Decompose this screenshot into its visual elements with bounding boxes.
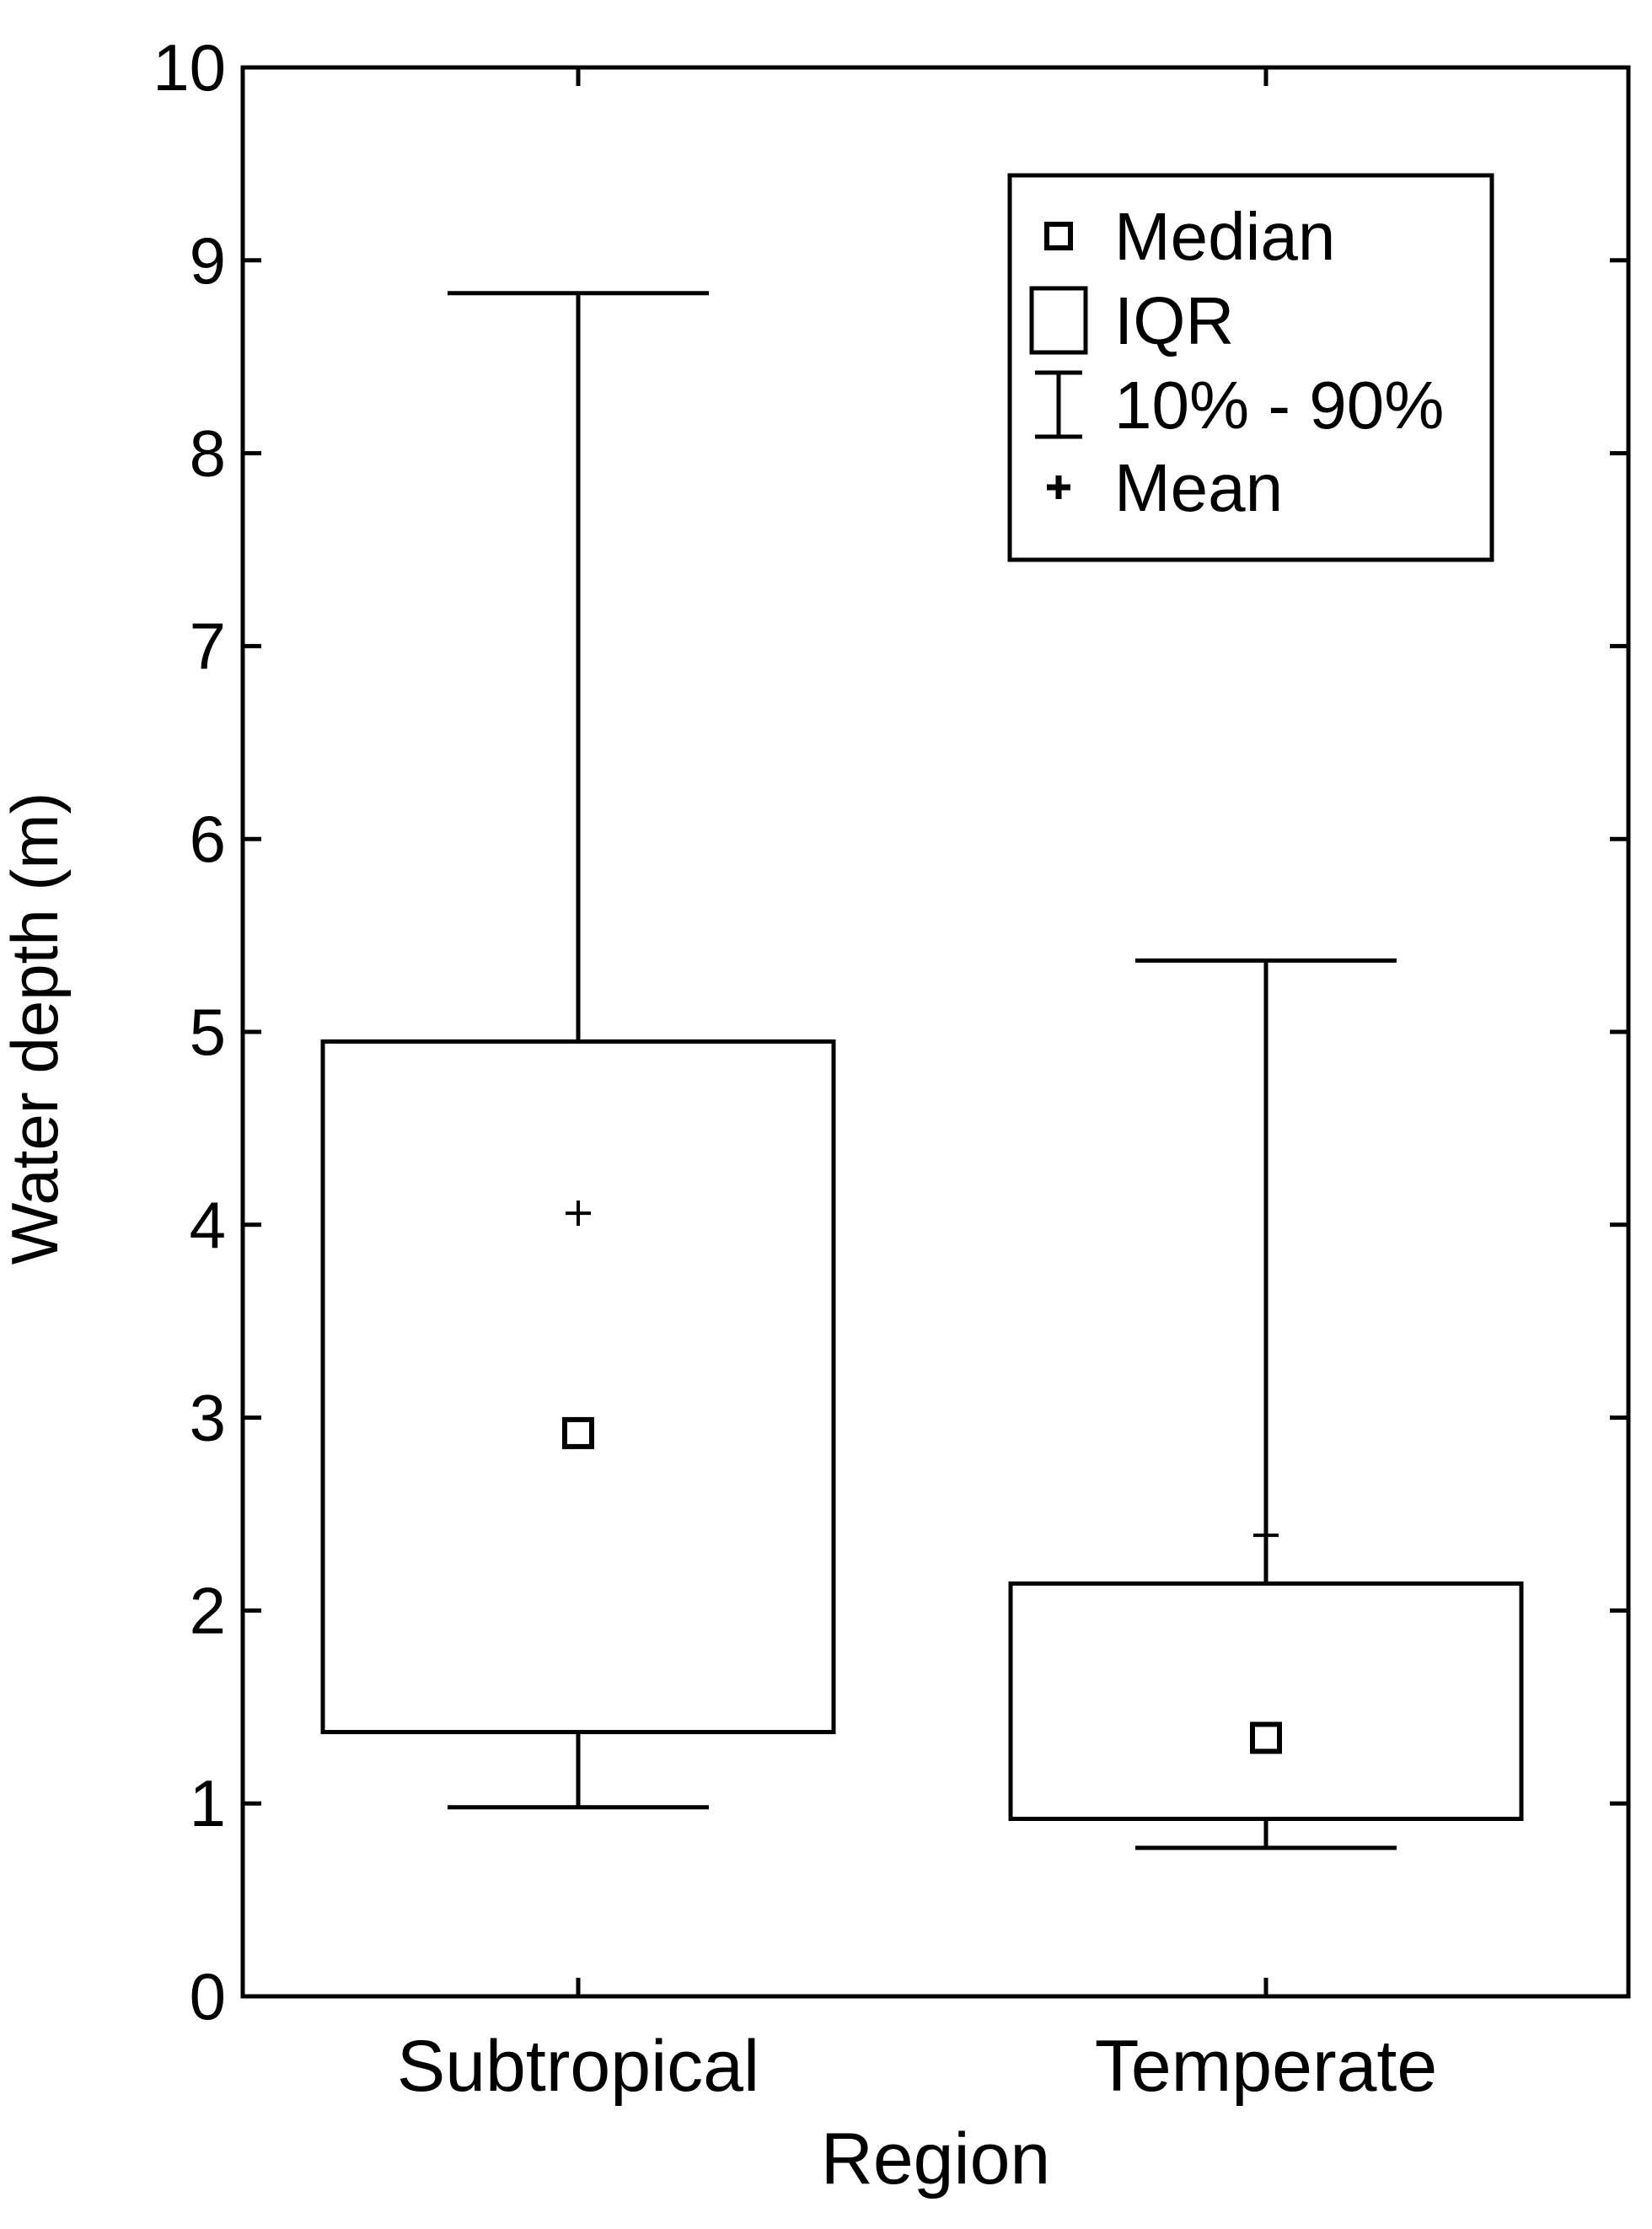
legend-label: IQR bbox=[1114, 283, 1234, 358]
y-tick-label: 1 bbox=[190, 1766, 226, 1840]
legend-box bbox=[1007, 173, 1494, 562]
legend-entry-median: Median bbox=[1044, 199, 1335, 274]
legend-entry-iqr: IQR bbox=[1029, 283, 1234, 358]
legend-label: Median bbox=[1114, 199, 1335, 274]
box-series bbox=[320, 291, 1524, 1850]
box-subtropical bbox=[320, 291, 836, 1810]
iqr-box bbox=[1008, 1581, 1524, 1822]
y-tick-label: 3 bbox=[190, 1381, 226, 1455]
legend-label: Mean bbox=[1114, 450, 1283, 525]
y-tick-label: 9 bbox=[190, 223, 226, 298]
y-tick-label: 8 bbox=[190, 416, 226, 491]
x-tick-label: Temperate bbox=[1095, 2026, 1437, 2107]
y-tick-label: 4 bbox=[190, 1188, 226, 1262]
legend-entry-whisker: 10% - 90% bbox=[1035, 368, 1444, 443]
legend-median-icon bbox=[1044, 222, 1073, 250]
y-tick-label: 7 bbox=[190, 609, 226, 683]
legend-entry-mean: Mean bbox=[1047, 450, 1283, 525]
legend-label: 10% - 90% bbox=[1114, 368, 1444, 443]
y-tick-label: 0 bbox=[190, 1959, 226, 2033]
legend: Median IQR 10% - 90%Mean bbox=[1007, 173, 1494, 562]
iqr-box bbox=[320, 1039, 836, 1735]
box-temperate bbox=[1008, 958, 1524, 1850]
axis-ticks: 0 1 2 3 4 5 6 7 8 9 10 Subtropical Temperate bbox=[153, 30, 1628, 2107]
median-marker bbox=[1250, 1721, 1282, 1754]
legend-iqr-icon bbox=[1029, 286, 1088, 355]
median-marker bbox=[562, 1416, 594, 1449]
y-axis-label: Water depth (m) bbox=[0, 792, 72, 1265]
y-tick-label: 10 bbox=[153, 30, 226, 105]
y-tick-label: 6 bbox=[190, 802, 226, 876]
x-axis-label: Region bbox=[821, 2119, 1051, 2199]
x-tick-label: Subtropical bbox=[397, 2026, 759, 2107]
y-tick-label: 5 bbox=[190, 995, 226, 1069]
y-tick-label: 2 bbox=[190, 1573, 226, 1647]
